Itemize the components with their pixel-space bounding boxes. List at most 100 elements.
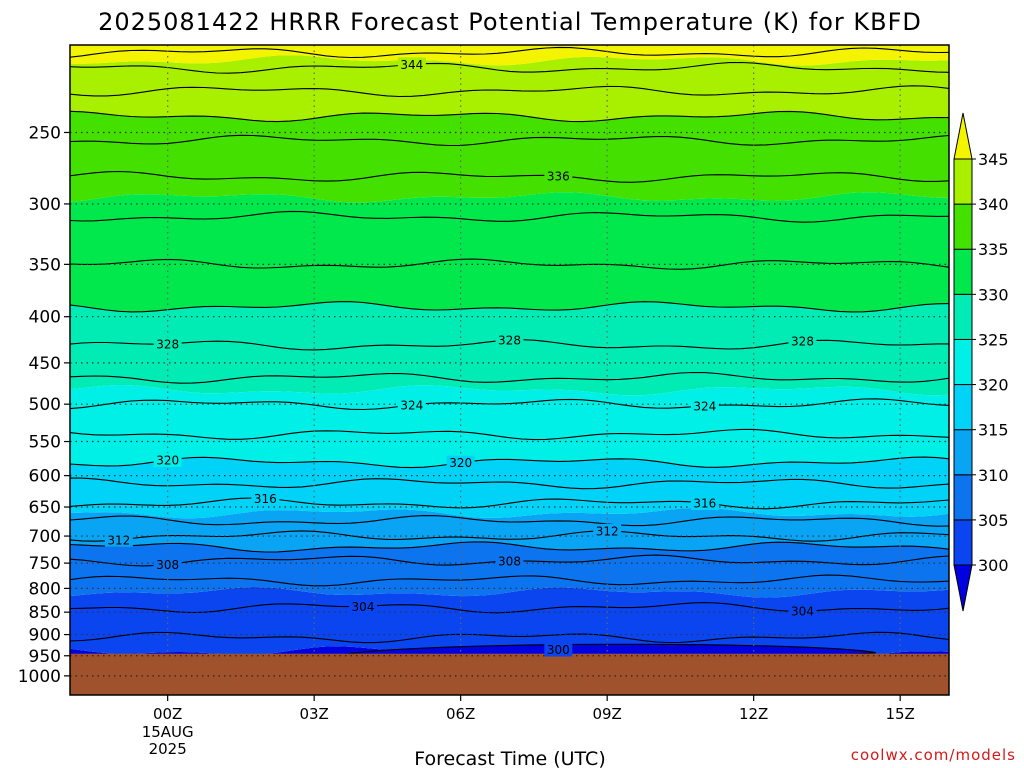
colorbar-swatch <box>953 338 973 386</box>
y-tick-label: 650 <box>29 498 61 518</box>
contour-line-342 <box>70 85 949 98</box>
contour-line-312 <box>70 530 949 542</box>
contour-line-346 <box>70 46 949 59</box>
contour-label-bg <box>593 523 622 538</box>
colorbar-label: 345 <box>978 150 1009 169</box>
y-tick-label: 950 <box>29 647 61 667</box>
contour-label: 328 <box>156 337 179 351</box>
colorbar-label: 300 <box>978 556 1009 575</box>
contour-label: 308 <box>156 558 179 572</box>
contour-label: 328 <box>498 333 521 347</box>
contour-label: 304 <box>352 600 375 614</box>
theta-band-5 <box>70 385 949 468</box>
colorbar: 300 305 310 315 320 325 330 335 340 345 <box>953 112 1009 612</box>
contour-label-bg <box>397 397 426 412</box>
colorbar-swatch <box>953 248 973 295</box>
contour-label: 324 <box>693 399 716 413</box>
contour-label-bg <box>446 455 475 470</box>
contour-line-318 <box>70 477 949 490</box>
contour-line-326 <box>70 371 949 384</box>
y-tick-label: 550 <box>29 433 61 453</box>
theta-band-2 <box>70 541 949 598</box>
contour-label: 304 <box>791 605 814 619</box>
contour-label-bg <box>153 557 182 572</box>
colorbar-swatch <box>953 293 973 340</box>
contour-label: 336 <box>547 169 570 183</box>
colorbar-label: 325 <box>978 330 1009 349</box>
contour-line-316 <box>70 497 949 510</box>
ground-below-surface <box>70 653 949 695</box>
contour-line-314 <box>70 515 949 527</box>
y-tick-label: 850 <box>29 603 61 623</box>
colorbar-label: 340 <box>978 195 1009 214</box>
theta-band-10 <box>70 45 949 66</box>
colorbar-label: 305 <box>978 511 1009 530</box>
contour-label-bg <box>104 532 133 547</box>
theta-band-6 <box>70 301 949 396</box>
contour-label-bg <box>690 496 719 511</box>
ground-fill <box>70 653 949 695</box>
y-tick-label: 600 <box>29 467 61 487</box>
theta-color-fill <box>70 45 949 695</box>
contour-line-336 <box>70 170 949 183</box>
x-tick-label: 09Z <box>592 705 621 723</box>
contour-line-330 <box>70 301 949 313</box>
contour-label: 328 <box>791 335 814 349</box>
y-tick-label: 800 <box>29 579 61 599</box>
contour-label: 300 <box>547 643 570 657</box>
contour-line-334 <box>70 210 949 223</box>
contour-label: 320 <box>449 456 472 470</box>
y-tick-label: 500 <box>29 395 61 415</box>
contour-line-306 <box>70 574 949 587</box>
contour-line-332 <box>70 258 949 270</box>
x-tick-sublabel: 15AUG <box>142 723 194 741</box>
colorbar-swatch <box>953 429 973 476</box>
y-tick-label: 350 <box>29 255 61 275</box>
x-tick-sublabel: 2025 <box>149 740 187 758</box>
y-tick-label: 250 <box>29 123 61 143</box>
y-tick-label: 300 <box>29 195 61 215</box>
colorbar-swatch <box>953 519 973 566</box>
y-tick-label: 750 <box>29 554 61 574</box>
contour-label-bg <box>788 334 817 349</box>
contour-line-324 <box>70 398 949 411</box>
y-tick-label: 900 <box>29 626 61 646</box>
contour-line-310 <box>70 541 949 553</box>
contour-label: 316 <box>693 497 716 511</box>
contour-label-bg <box>544 168 573 183</box>
y-tick-label: 700 <box>29 527 61 547</box>
credit-label: coolwx.com/models <box>851 746 1016 764</box>
contour-label: 320 <box>156 454 179 468</box>
colorbar-swatch <box>953 158 973 205</box>
contour-line-302 <box>70 631 949 644</box>
contour-line-344 <box>70 61 949 74</box>
colorbar-swatch <box>953 203 973 250</box>
y-tick-label: 400 <box>29 308 61 328</box>
x-tick-label: 15Z <box>885 705 914 723</box>
theta-band-7 <box>70 192 949 312</box>
contour-label-bg <box>788 604 817 619</box>
contour-line-320 <box>70 456 949 469</box>
contour-label: 324 <box>400 398 423 412</box>
theta-band-3 <box>70 507 949 552</box>
contour-label-bg <box>690 398 719 413</box>
colorbar-label: 320 <box>978 376 1009 395</box>
contour-labels: 300 304 304 308 308 312 312 316 316 320 320 324 324 3… <box>104 57 817 657</box>
contour-label-bg <box>251 491 280 506</box>
contour-label: 308 <box>498 555 521 569</box>
theta-band-8 <box>70 111 949 203</box>
contour-label: 344 <box>400 58 423 72</box>
y-tick-label: 450 <box>29 354 61 374</box>
contour-label: 316 <box>254 492 277 506</box>
contour-label-bg <box>397 57 426 72</box>
x-tick-label: 00Z <box>153 705 182 723</box>
contour-label-bg <box>544 642 573 657</box>
colorbar-label: 315 <box>978 421 1009 440</box>
colorbar-label: 330 <box>978 285 1009 304</box>
contour-label-bg <box>495 332 524 347</box>
contour-line-322 <box>70 428 949 441</box>
colorbar-swatch <box>953 474 973 521</box>
contour-label: 312 <box>596 524 619 538</box>
